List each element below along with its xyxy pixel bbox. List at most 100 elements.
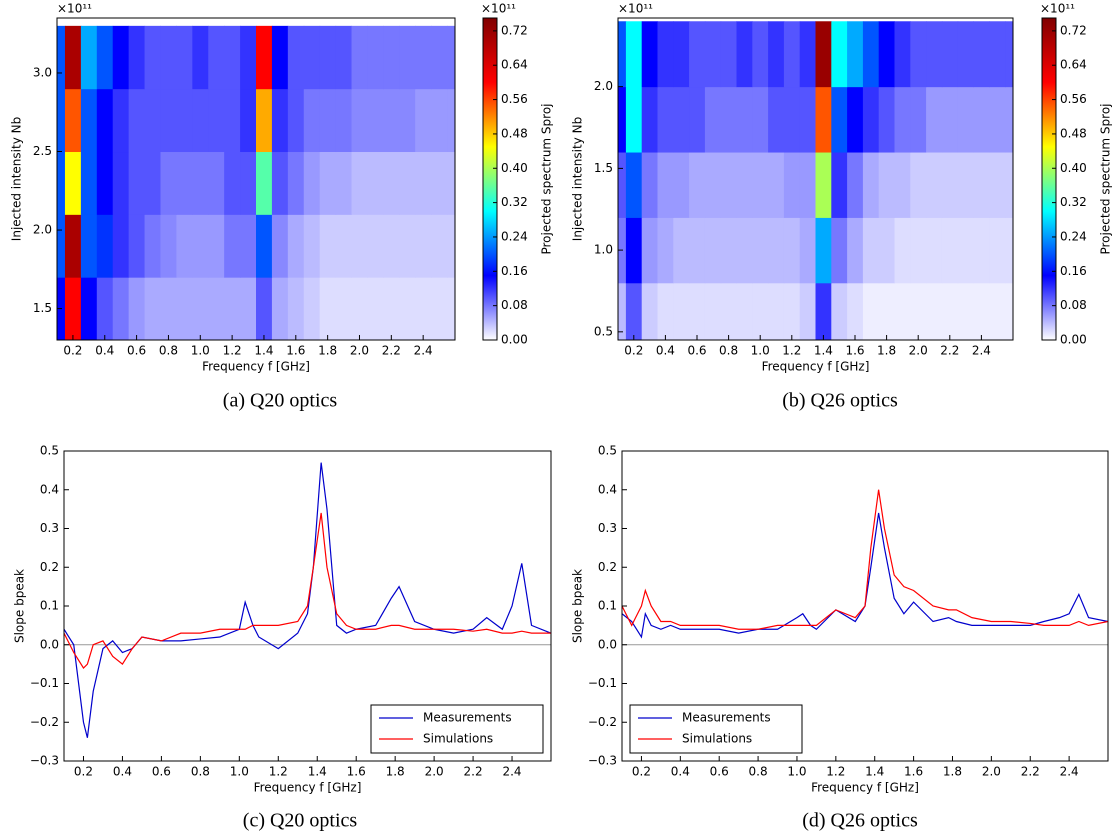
heat-cell (160, 151, 177, 215)
colorbar-tick-label: 0.48 (501, 126, 528, 140)
heat-cell (641, 21, 658, 88)
heat-cell (736, 86, 753, 153)
heat-cell (625, 21, 643, 88)
heat-cell (673, 86, 690, 153)
heat-cell (57, 151, 66, 215)
x-tick-label: 0.6 (127, 344, 146, 358)
colorbar-tick-label: 0.00 (1060, 333, 1087, 347)
x-tick-label: 2.2 (382, 344, 401, 358)
heat-cell (657, 282, 674, 340)
colorbar-tick-label: 0.08 (501, 298, 528, 312)
y-tick-label: 0.3 (598, 521, 617, 535)
y-tick-label: −0.1 (30, 676, 59, 690)
series-line (64, 462, 551, 738)
x-tick-label: 1.6 (347, 765, 366, 779)
x-tick-label: 1.0 (230, 765, 249, 779)
heat-cell (64, 151, 82, 215)
heat-cell (192, 151, 209, 215)
x-tick-label: 2.0 (425, 765, 444, 779)
colorbar-tick-label: 0.64 (501, 58, 528, 72)
heat-cell (256, 88, 273, 153)
plot-frame (56, 17, 456, 341)
heat-cell (144, 88, 161, 153)
y-tick-label: 0.1 (598, 599, 617, 613)
x-tick-label: 1.2 (269, 765, 288, 779)
heat-cell (973, 152, 990, 218)
y-tick-label: 1.5 (33, 301, 52, 315)
heat-cell (367, 151, 384, 215)
x-tick-label: 1.4 (814, 344, 833, 358)
heat-cell (815, 217, 832, 284)
colorbar-offset-label: ×10¹¹ (1040, 2, 1075, 16)
heat-cell (926, 217, 943, 284)
heat-cell (160, 277, 177, 340)
heat-cell (383, 151, 400, 215)
heat-cell (57, 214, 66, 278)
heat-cell (736, 217, 753, 284)
heat-cell (367, 277, 384, 340)
x-tick-label: 0.8 (749, 765, 768, 779)
plot-frame (63, 450, 552, 762)
colorbar-tick-label: 0.40 (1060, 161, 1087, 175)
x-tick-label: 2.2 (940, 344, 959, 358)
heat-cell (208, 277, 225, 340)
heat-cell (224, 277, 241, 340)
heat-cell (96, 277, 114, 340)
heat-cell (192, 214, 209, 278)
heat-cell (736, 282, 753, 340)
heat-cell (192, 277, 209, 340)
heat-cell (878, 217, 895, 284)
heat-cell (224, 25, 241, 90)
heat-cell (287, 277, 305, 340)
plot-frame (617, 17, 1014, 341)
heat-cell (641, 282, 658, 340)
legend-label: Simulations (682, 732, 752, 746)
x-tick-label: 1.8 (386, 765, 405, 779)
heat-cell (160, 25, 177, 90)
y-tick-label: 0.2 (598, 560, 617, 574)
heat-cell (303, 88, 321, 153)
heat-cell (128, 88, 146, 153)
heat-cell (287, 151, 305, 215)
x-tick-label: 1.8 (943, 765, 962, 779)
heat-cell (894, 282, 911, 340)
heat-cell (256, 214, 273, 278)
x-axis-label: Frequency f [GHz] (254, 781, 362, 795)
y-tick-label: −0.2 (30, 715, 59, 729)
y-tick-label: 3.0 (33, 65, 52, 79)
colorbar-tick-label: 0.56 (501, 92, 528, 106)
x-tick-label: 1.8 (877, 344, 896, 358)
caption: (b) Q26 optics (782, 390, 898, 412)
heat-cell (208, 151, 225, 215)
y-offset-label: ×10¹¹ (57, 2, 92, 16)
x-tick-label: 1.6 (845, 344, 864, 358)
heat-cell (704, 282, 722, 340)
heat-cell (208, 214, 225, 278)
heat-cell (224, 88, 241, 153)
heat-cell (64, 277, 82, 340)
heat-cell (160, 214, 177, 278)
heat-cell (641, 86, 658, 153)
x-tick-label: 1.0 (191, 344, 210, 358)
heat-cell (768, 282, 785, 340)
heat-cell (399, 25, 416, 90)
heat-cell (689, 152, 706, 218)
heat-cell (57, 88, 66, 153)
colorbar-tick-label: 0.32 (501, 195, 528, 209)
y-tick-label: 0.1 (40, 599, 59, 613)
heat-cell (926, 21, 943, 88)
heat-cell (862, 217, 880, 284)
colorbar-label: Projected spectrum Sproj (540, 103, 554, 254)
y-axis-label: Slope bpeak (571, 569, 585, 643)
heat-cell (641, 217, 658, 284)
heat-cell (720, 152, 737, 218)
x-axis-label: Frequency f [GHz] (811, 781, 919, 795)
heat-cell (657, 152, 674, 218)
heat-cell (351, 214, 368, 278)
heat-cell (335, 277, 353, 340)
heat-cell (144, 25, 161, 90)
heat-cell (957, 21, 974, 88)
heat-cell (287, 88, 305, 153)
heat-cell (271, 151, 289, 215)
heat-cell (335, 214, 353, 278)
